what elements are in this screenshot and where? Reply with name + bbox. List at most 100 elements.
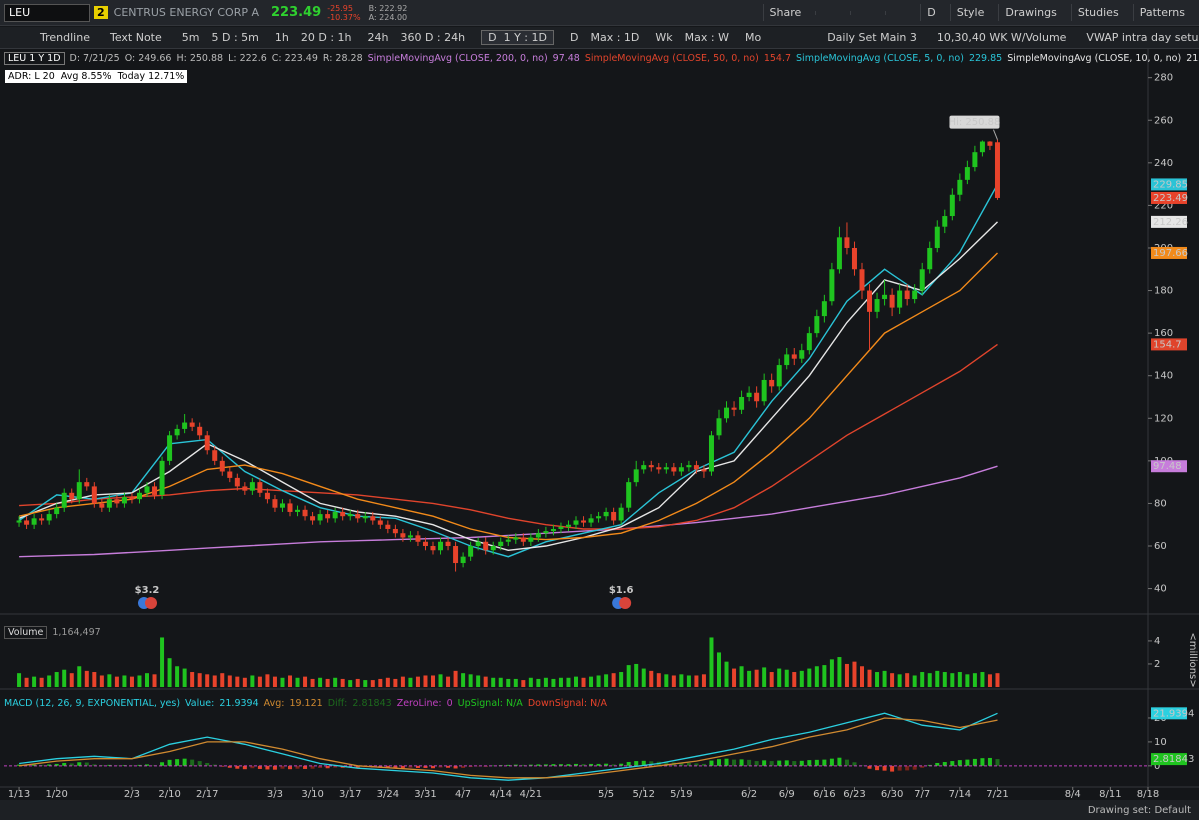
symbol-input[interactable]: LEU (4, 3, 90, 22)
volume-bar (250, 675, 255, 687)
footer-bar (0, 800, 1199, 820)
study-name: SimpleMovingAvg (CLOSE, 5, 0, no) (796, 53, 964, 64)
histogram-bar (965, 759, 970, 766)
candle-body (761, 379, 767, 402)
value-box (1151, 178, 1187, 191)
candle-body (99, 503, 105, 508)
histogram-bar (769, 761, 774, 766)
timeframe-key[interactable]: Mo (744, 31, 762, 44)
volume-bar (280, 677, 285, 687)
histogram-bar (325, 765, 330, 769)
timeframe-key[interactable]: 24h (367, 31, 389, 44)
timeframe-key[interactable]: 1h (274, 31, 289, 44)
volume-bar (829, 659, 834, 687)
x-tick-label: 2/17 (196, 789, 218, 800)
layout[interactable]: VWAP intra day setup (1086, 31, 1199, 44)
volume-bar (99, 675, 104, 687)
volume-bar (355, 678, 360, 687)
candle-body (565, 524, 571, 527)
histogram-bar (551, 764, 556, 766)
patterns-button[interactable]: Patterns (1132, 4, 1191, 21)
candle-body (791, 354, 797, 359)
volume-bar (32, 676, 37, 687)
volume-bar (799, 670, 804, 687)
timeframe-key[interactable]: D (569, 31, 579, 44)
period-button[interactable]: D (920, 4, 941, 21)
candle-body (332, 511, 338, 519)
histogram-bar (227, 765, 232, 768)
candle-body (347, 514, 353, 517)
macd-name: ZeroLine: (396, 698, 442, 709)
volume-bar (686, 675, 691, 687)
studies-button[interactable]: Studies (1070, 4, 1125, 21)
share-button[interactable]: Share (762, 4, 808, 21)
histogram-bar (438, 765, 443, 768)
x-tick-label: 8/18 (1137, 789, 1159, 800)
volume-bar (792, 672, 797, 687)
x-tick-label: 5/5 (598, 789, 614, 800)
timeframe[interactable]: 5 D : 5m (211, 31, 259, 44)
histogram-bar (980, 758, 985, 766)
histogram-bar (634, 761, 639, 766)
timeframe[interactable]: 20 D : 1h (300, 31, 352, 44)
badge: 2 (94, 6, 108, 19)
event-label: $3.2 (135, 585, 160, 596)
icon-button[interactable] (815, 10, 842, 15)
drawings-button[interactable]: Drawings (998, 4, 1062, 21)
candle-body (438, 541, 444, 551)
y-tick-label: 180 (1154, 286, 1173, 297)
y-tick-label: 120 (1154, 413, 1173, 424)
volume-bar (965, 674, 970, 687)
candle-body (91, 486, 97, 504)
macd-header: MACD (12, 26, 9, EXPONENTIAL, yes) Value… (4, 698, 607, 709)
study-value: 212.26 (1186, 53, 1199, 64)
style-button[interactable]: Style (949, 4, 991, 21)
timeframe[interactable]: Max : W (684, 31, 729, 44)
volume-bar (461, 673, 466, 687)
trendline-tool[interactable]: Trendline (40, 31, 90, 44)
layout[interactable]: Daily Set Main 3 (827, 31, 917, 44)
timeframe[interactable]: 1 Y : 1D (503, 31, 547, 44)
volume-bar (987, 674, 992, 687)
change-pct: -10.37% (327, 12, 361, 22)
candle-body (573, 520, 579, 525)
volume-bar (310, 678, 315, 687)
timeframe[interactable]: 360 D : 24h (400, 31, 466, 44)
candle-body (279, 503, 285, 508)
volume-bar (506, 678, 511, 687)
timeframe-key[interactable]: Wk (655, 31, 673, 44)
y-tick-label: 160 (1154, 328, 1173, 339)
y-tick-label: 0 (1154, 761, 1160, 772)
timeframe-active[interactable]: D 1 Y : 1D (481, 30, 554, 45)
volume-bar (468, 674, 473, 687)
icon-button[interactable] (850, 10, 877, 15)
value-box (1151, 753, 1187, 766)
volume-bar (400, 676, 405, 687)
change: -25.95 -10.37% (327, 4, 360, 22)
timeframe[interactable]: Max : 1D (590, 31, 640, 44)
candle-body (603, 511, 609, 517)
quote: B: 222.92 A: 224.00 (369, 4, 408, 22)
histogram-bar (47, 764, 52, 766)
value-box-label: 154.7 (1153, 339, 1182, 350)
volume-bar (227, 675, 232, 687)
volume-bar (77, 666, 82, 687)
volume-bar (446, 676, 451, 687)
candle-body (272, 499, 278, 508)
timeframe-key[interactable]: 5m (181, 31, 200, 44)
volume-bar (62, 669, 67, 687)
layout[interactable]: 10,30,40 WK W/Volume (936, 31, 1067, 44)
timeframe-key[interactable]: D (488, 31, 497, 44)
volume-bar (453, 670, 458, 687)
y-tick-label: 10 (1154, 737, 1167, 748)
histogram-bar (844, 759, 849, 766)
icon-button[interactable] (885, 10, 912, 15)
x-tick-label: 3/3 (267, 789, 283, 800)
text-note-tool[interactable]: Text Note (109, 31, 162, 44)
candle-body (453, 546, 459, 564)
volume-bar (995, 673, 1000, 687)
histogram-bar (995, 759, 1000, 766)
candle-body (257, 482, 263, 493)
value-box-label: 212.26 (1153, 217, 1188, 228)
candle-body (528, 537, 534, 542)
